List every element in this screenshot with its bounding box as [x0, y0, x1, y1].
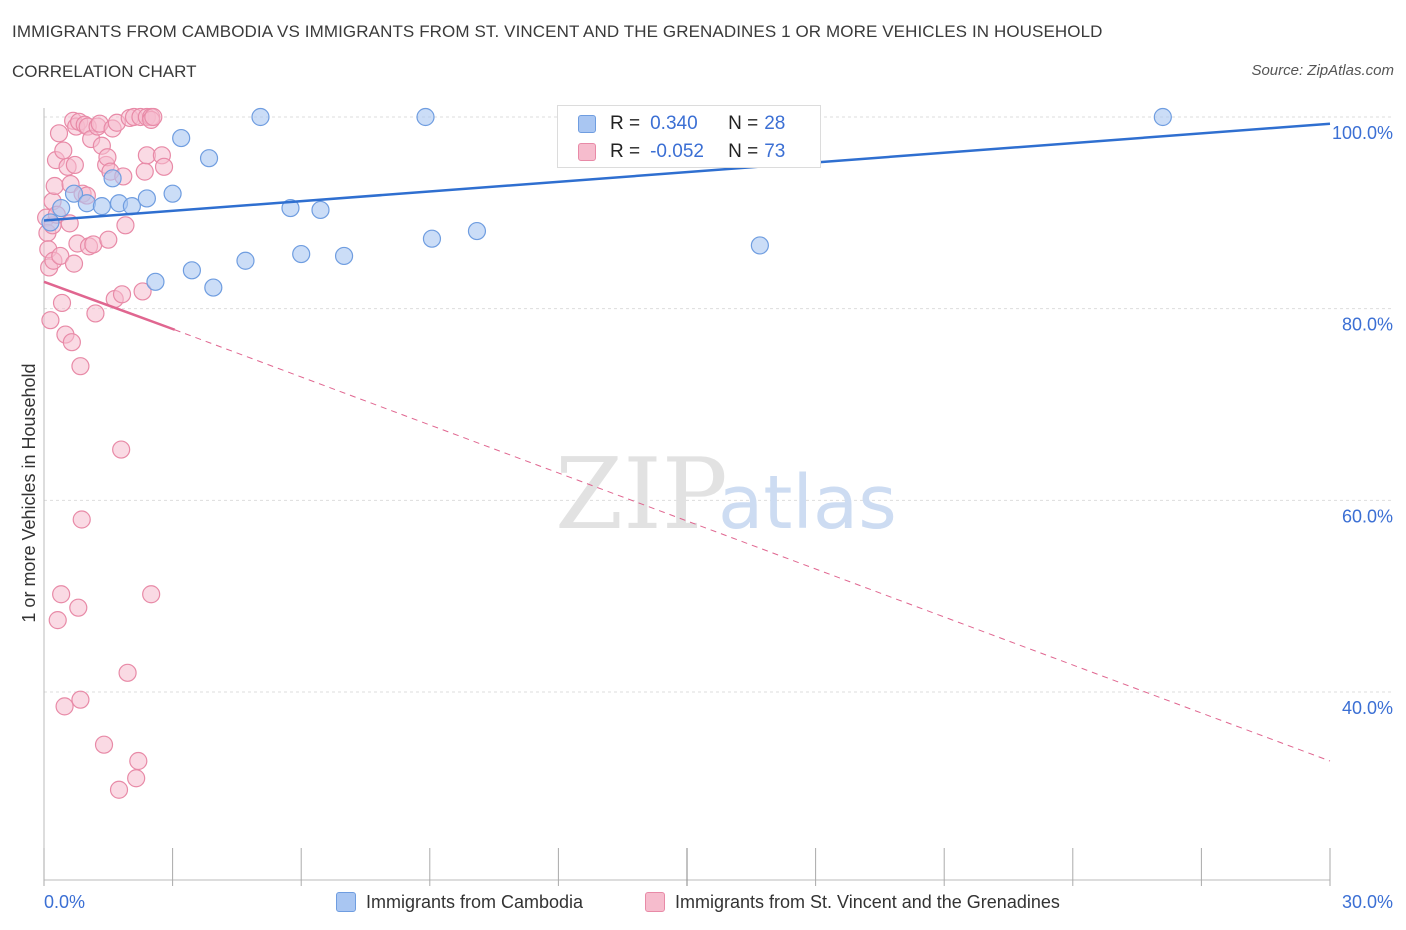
data-point-cambodia[interactable] [163, 184, 182, 203]
stats-row-pink: R = -0.052 N = 73 [578, 139, 785, 165]
data-point-cambodia[interactable] [251, 107, 270, 127]
data-point-st-vincent[interactable] [84, 235, 103, 254]
data-point-st-vincent[interactable] [86, 304, 105, 323]
stat-n-value-pink: 73 [764, 141, 786, 162]
data-point-st-vincent[interactable] [45, 176, 64, 196]
trend-line-st-vincent [43, 280, 176, 331]
data-point-st-vincent[interactable] [94, 735, 114, 754]
watermark-atlas: atlas [718, 460, 897, 546]
axes [43, 108, 1331, 886]
data-point-st-vincent[interactable] [112, 285, 132, 304]
data-point-cambodia[interactable] [292, 244, 311, 264]
data-point-st-vincent[interactable] [99, 230, 118, 249]
data-point-cambodia[interactable] [281, 198, 300, 218]
chart-title-line-2: CORRELATION CHART [12, 62, 197, 81]
data-point-cambodia[interactable] [52, 198, 71, 218]
data-point-st-vincent[interactable] [127, 769, 146, 788]
data-point-cambodia[interactable] [1153, 107, 1172, 127]
legend-item-cambodia[interactable]: Immigrants from Cambodia [336, 890, 583, 914]
stat-r-label: R = [610, 113, 641, 134]
data-point-st-vincent[interactable] [55, 697, 74, 716]
data-point-st-vincent[interactable] [129, 751, 148, 771]
pink-swatch [578, 143, 596, 161]
pink-series [37, 107, 174, 799]
data-point-st-vincent[interactable] [144, 107, 163, 127]
x-tick-label: 0.0% [44, 892, 85, 912]
data-point-cambodia[interactable] [41, 213, 60, 232]
data-point-st-vincent[interactable] [133, 282, 152, 301]
data-point-cambodia[interactable] [204, 278, 223, 297]
data-point-cambodia[interactable] [467, 221, 487, 241]
trend-line-cambodia [43, 122, 1331, 222]
data-point-cambodia[interactable] [311, 200, 330, 220]
data-point-st-vincent[interactable] [142, 585, 161, 604]
data-point-st-vincent[interactable] [116, 216, 135, 235]
stat-n-value-blue: 28 [764, 113, 786, 134]
stat-r-label: R = [610, 141, 641, 162]
grid-lines [44, 116, 1393, 693]
legend-item-st-vincent[interactable]: Immigrants from St. Vincent and the Gren… [645, 890, 1060, 914]
data-point-st-vincent[interactable] [118, 663, 137, 682]
source-credit: Source: ZipAtlas.com [1251, 62, 1394, 79]
y-tick-label: 40.0% [1342, 698, 1393, 718]
data-point-st-vincent[interactable] [51, 246, 70, 266]
legend-swatch-pink [645, 892, 665, 912]
data-point-st-vincent[interactable] [54, 141, 73, 160]
data-point-st-vincent[interactable] [112, 440, 131, 459]
trend-lines [43, 122, 1331, 762]
data-point-st-vincent[interactable] [64, 254, 84, 273]
blue-swatch [578, 115, 596, 133]
data-point-st-vincent[interactable] [52, 585, 71, 604]
data-point-st-vincent[interactable] [49, 124, 69, 143]
data-point-cambodia[interactable] [199, 149, 219, 168]
data-point-st-vincent[interactable] [72, 510, 91, 529]
data-point-cambodia[interactable] [122, 197, 141, 216]
y-tick-label: 80.0% [1342, 315, 1393, 335]
data-point-cambodia[interactable] [64, 184, 84, 203]
data-point-st-vincent[interactable] [48, 611, 67, 630]
stats-box: R = 0.340 N = 28 R = -0.052 N = 73 [557, 105, 821, 168]
y-tick-label: 60.0% [1342, 506, 1393, 526]
y-axis-label: 1 or more Vehicles in Household [19, 363, 39, 622]
data-point-st-vincent[interactable] [109, 780, 129, 799]
axis-labels: 100.0% 80.0% 60.0% 40.0% 0.0% 30.0% 1 or more … [19, 123, 1393, 912]
data-point-cambodia[interactable] [137, 189, 156, 208]
data-point-cambodia[interactable] [172, 128, 191, 148]
y-tick-label: 100.0% [1332, 123, 1393, 143]
chart-title-line-1: IMMIGRANTS FROM CAMBODIA VS IMMIGRANTS F… [12, 22, 1103, 41]
data-point-st-vincent[interactable] [69, 598, 88, 617]
stat-n-label: N = [728, 113, 759, 134]
data-point-st-vincent[interactable] [71, 690, 90, 709]
data-point-cambodia[interactable] [750, 236, 769, 255]
data-point-st-vincent[interactable] [52, 293, 72, 313]
legend-label-st-vincent: Immigrants from St. Vincent and the Gren… [675, 891, 1060, 912]
data-point-cambodia[interactable] [334, 246, 354, 266]
watermark-zip: ZIP [555, 438, 728, 552]
stat-r-value-blue: 0.340 [650, 113, 698, 134]
stat-r-value-pink: -0.052 [650, 141, 704, 162]
x-tick-label: 30.0% [1342, 892, 1393, 912]
blue-series [41, 107, 1172, 297]
legend-label-cambodia: Immigrants from Cambodia [366, 891, 584, 912]
data-point-st-vincent[interactable] [71, 357, 90, 376]
data-point-cambodia[interactable] [146, 272, 165, 291]
data-point-st-vincent[interactable] [154, 157, 174, 176]
data-point-cambodia[interactable] [422, 229, 442, 248]
stat-n-label: N = [728, 141, 759, 162]
data-point-cambodia[interactable] [103, 169, 122, 188]
data-point-cambodia[interactable] [92, 197, 111, 216]
legend-swatch-blue [336, 892, 356, 912]
data-point-cambodia[interactable] [77, 194, 96, 213]
data-point-st-vincent[interactable] [62, 333, 81, 352]
data-point-cambodia[interactable] [416, 107, 435, 127]
trend-line-st-vincent-extrapolated [174, 329, 1331, 762]
data-point-cambodia[interactable] [182, 261, 201, 280]
data-point-st-vincent[interactable] [135, 162, 154, 181]
data-point-cambodia[interactable] [236, 251, 255, 270]
data-point-st-vincent[interactable] [65, 155, 84, 175]
stats-row-blue: R = 0.340 N = 28 [578, 111, 785, 137]
watermark: ZIP atlas [555, 438, 897, 552]
data-point-st-vincent[interactable] [41, 311, 60, 330]
